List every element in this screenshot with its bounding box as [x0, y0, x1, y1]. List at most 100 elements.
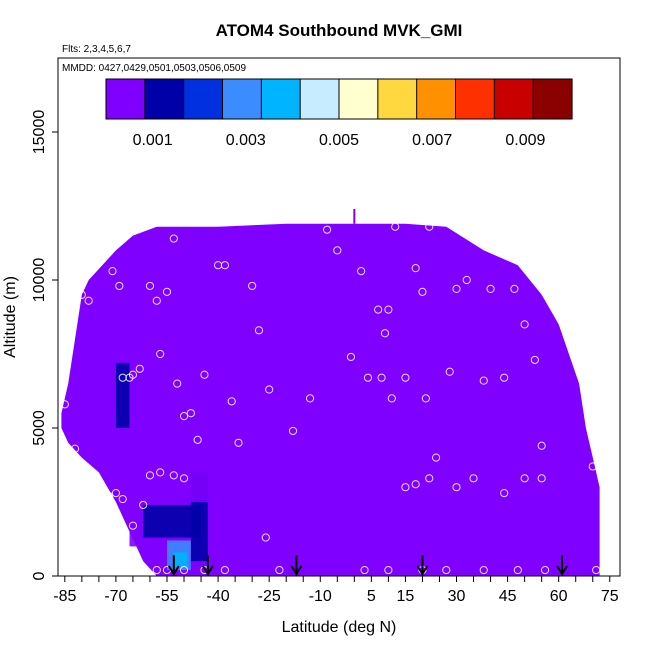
colorbar-tick-label: 0.009: [505, 132, 545, 149]
colorbar-segment: [377, 79, 383, 119]
observation-point: [387, 394, 396, 403]
observation-point: [469, 474, 478, 483]
colorbar-segment: [249, 79, 255, 119]
colorbar-segment: [428, 79, 433, 119]
observation-point: [510, 284, 519, 293]
colorbar-segment: [284, 79, 290, 119]
x-tick-label: 30: [448, 588, 466, 605]
enhanced-region-1: [115, 362, 130, 428]
colorbar-segment: [187, 79, 193, 119]
colorbar-segment: [385, 79, 391, 119]
observation-point: [401, 373, 410, 382]
x-tick-label: -55: [155, 588, 178, 605]
observation-point: [104, 240, 114, 249]
x-tick-label: 15: [397, 588, 415, 605]
observation-point: [152, 296, 161, 305]
colorbar-segment: [467, 79, 472, 119]
colorbar-segment: [517, 79, 523, 119]
observation-point: [220, 565, 229, 575]
colorbar-segment: [451, 79, 457, 119]
observation-point: [179, 565, 189, 575]
flight-arrow-icon: [416, 555, 429, 576]
colorbar-segment: [439, 79, 445, 119]
colorbar-segment: [412, 79, 418, 119]
observation-point: [431, 453, 441, 462]
observation-point: [380, 329, 390, 338]
observation-point: [479, 565, 488, 575]
colorbar: 0.001 0.003 0.005 0.007 0.009: [105, 78, 573, 149]
flight-arrow-icon: [290, 555, 303, 576]
colorbar-segment: [261, 79, 266, 119]
colorbar-segment: [416, 79, 422, 119]
colorbar-segment: [140, 79, 146, 119]
observation-point: [425, 474, 434, 483]
colorbar-segment: [478, 79, 484, 119]
observation-point: [425, 222, 434, 231]
colorbar-segment: [366, 79, 371, 119]
colorbar-segment: [327, 79, 332, 119]
observation-point: [173, 379, 182, 388]
colorbar-segment: [354, 79, 360, 119]
observation-point: [421, 394, 430, 403]
colorbar-segment: [183, 79, 189, 119]
x-tick-label: -70: [104, 588, 127, 605]
observation-point: [84, 296, 93, 305]
colorbar-segment: [552, 79, 558, 119]
x-tick-label: -85: [53, 588, 76, 605]
observation-point: [322, 225, 332, 234]
colorbar-tick-label: 0.007: [412, 132, 452, 149]
colorbar-segment: [179, 79, 185, 119]
colorbar-segment: [471, 79, 476, 119]
colorbar-segment: [121, 79, 127, 119]
observation-point: [411, 480, 420, 489]
colorbar-segment: [191, 79, 196, 119]
observation-point: [200, 370, 209, 379]
colorbar-segment: [537, 79, 542, 119]
colorbar-segment: [498, 79, 503, 119]
flight-arrow-icon: [202, 555, 214, 576]
colorbar-segment: [144, 79, 150, 119]
colorbar-segment: [319, 79, 325, 119]
observation-point: [60, 400, 69, 409]
colorbar-segment: [148, 79, 154, 119]
observation-point: [462, 275, 471, 285]
colorbar-segment: [106, 79, 111, 119]
observation-point: [70, 444, 80, 453]
colorbar-segment: [226, 79, 231, 119]
observation-point: [104, 491, 114, 501]
colorbar-segment: [152, 79, 158, 119]
colorbar-segment: [315, 79, 321, 119]
observation-point: [139, 565, 148, 575]
colorbar-segment: [393, 79, 398, 119]
observation-point: [513, 565, 522, 575]
observation-point: [139, 500, 148, 510]
observation-point: [254, 326, 264, 335]
x-tick-label: 60: [550, 588, 568, 605]
colorbar-segment: [358, 79, 363, 119]
colorbar-segment: [280, 79, 286, 119]
observation-point: [442, 565, 451, 575]
colorbar-segment: [424, 79, 429, 119]
colorbar-segment: [172, 79, 177, 119]
colorbar-tick-label: 0.005: [319, 132, 359, 149]
colorbar-segment: [490, 79, 495, 119]
colorbar-segment: [362, 79, 367, 119]
colorbar-segment: [125, 79, 130, 119]
y-tick-label: 15000: [31, 110, 48, 155]
colorbar-segment: [230, 79, 235, 119]
colorbar-segment: [272, 79, 278, 119]
observation-point: [360, 565, 369, 575]
x-axis-label: Latitude (deg N): [282, 619, 397, 636]
colorbar-segment: [214, 79, 220, 119]
colorbar-segment: [222, 79, 227, 119]
observation-point: [145, 471, 155, 480]
colorbar-segment: [346, 79, 352, 119]
colorbar-segment: [486, 79, 492, 119]
colorbar-segment: [323, 79, 328, 119]
colorbar-segment: [203, 79, 208, 119]
observation-point: [357, 267, 366, 276]
observation-point: [486, 284, 495, 293]
y-tick-label: 0: [31, 571, 48, 580]
observation-point: [156, 349, 165, 359]
colorbar-segment: [199, 79, 204, 119]
